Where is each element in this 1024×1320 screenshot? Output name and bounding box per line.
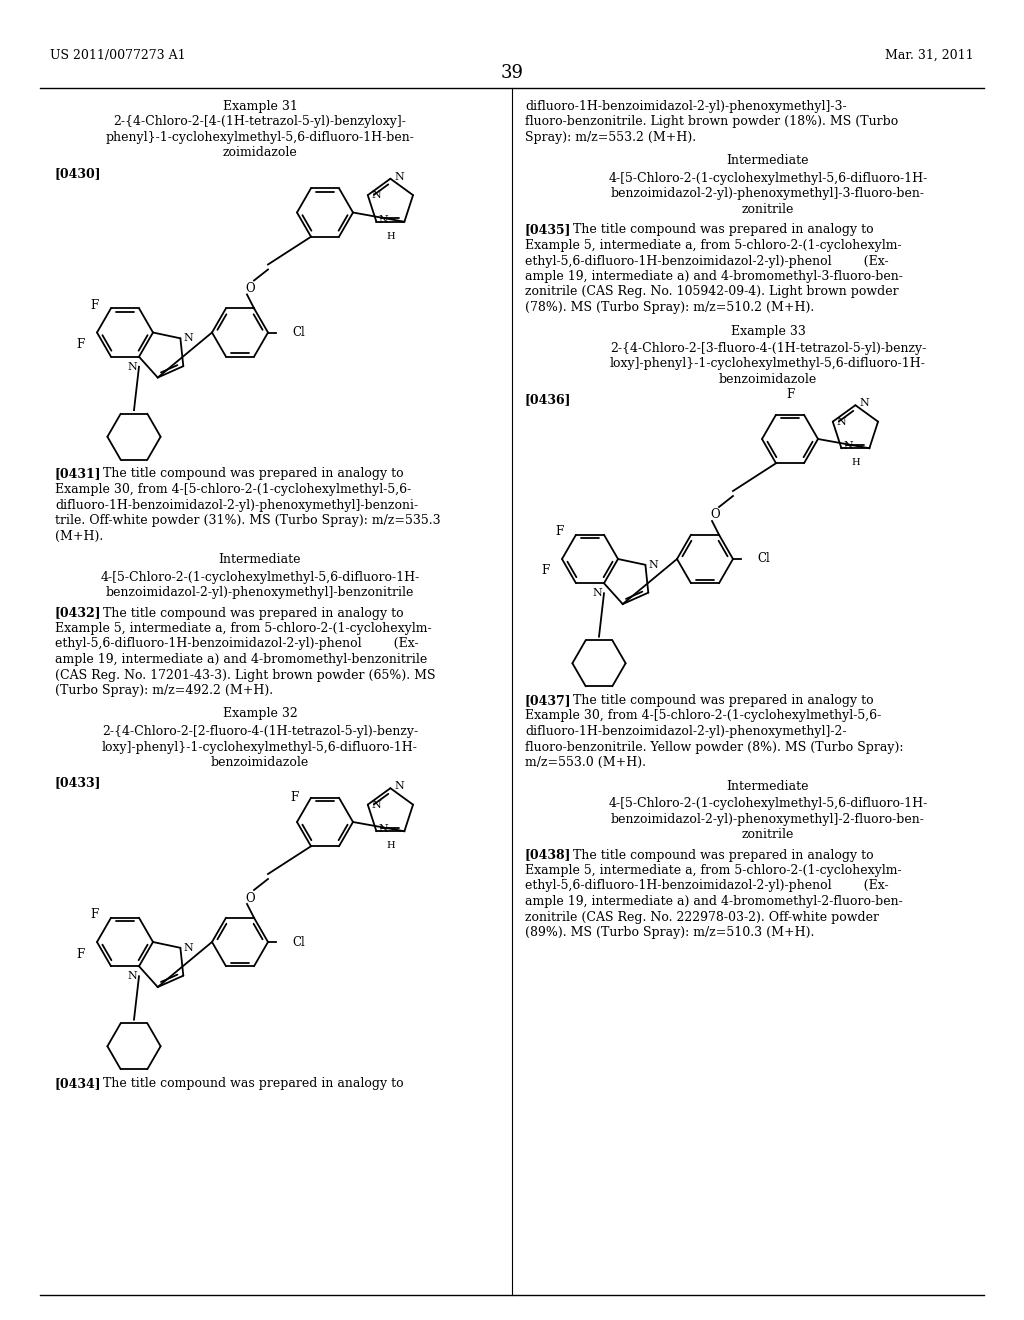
Text: Mar. 31, 2011: Mar. 31, 2011 xyxy=(886,49,974,62)
Text: N: N xyxy=(592,589,602,598)
Text: 2-{4-Chloro-2-[2-fluoro-4-(1H-tetrazol-5-yl)-benzy-: 2-{4-Chloro-2-[2-fluoro-4-(1H-tetrazol-5… xyxy=(102,725,418,738)
Text: Cl: Cl xyxy=(292,936,305,949)
Text: fluoro-benzonitrile. Yellow powder (8%). MS (Turbo Spray):: fluoro-benzonitrile. Yellow powder (8%).… xyxy=(525,741,903,754)
Text: [0433]: [0433] xyxy=(55,776,101,789)
Text: difluoro-1H-benzoimidazol-2-yl)-phenoxymethyl]-2-: difluoro-1H-benzoimidazol-2-yl)-phenoxym… xyxy=(525,725,847,738)
Text: (CAS Reg. No. 17201-43-3). Light brown powder (65%). MS: (CAS Reg. No. 17201-43-3). Light brown p… xyxy=(55,668,435,681)
Text: zonitrile: zonitrile xyxy=(741,203,795,216)
Text: Cl: Cl xyxy=(757,553,770,565)
Text: Example 5, intermediate a, from 5-chloro-2-(1-cyclohexylm-: Example 5, intermediate a, from 5-chloro… xyxy=(525,239,901,252)
Text: Intermediate: Intermediate xyxy=(727,154,809,168)
Text: ample 19, intermediate a) and 4-bromomethyl-3-fluoro-ben-: ample 19, intermediate a) and 4-bromomet… xyxy=(525,271,903,282)
Text: F: F xyxy=(77,948,85,961)
Text: F: F xyxy=(542,565,550,578)
Text: N: N xyxy=(379,215,388,224)
Text: Example 31: Example 31 xyxy=(222,100,297,114)
Text: The title compound was prepared in analogy to: The title compound was prepared in analo… xyxy=(103,606,403,619)
Text: [0435]: [0435] xyxy=(525,223,571,236)
Text: ethyl-5,6-difluoro-1H-benzoimidazol-2-yl)-phenol        (Ex-: ethyl-5,6-difluoro-1H-benzoimidazol-2-yl… xyxy=(525,879,889,892)
Text: 2-{4-Chloro-2-[4-(1H-tetrazol-5-yl)-benzyloxy]-: 2-{4-Chloro-2-[4-(1H-tetrazol-5-yl)-benz… xyxy=(114,116,407,128)
Text: O: O xyxy=(245,891,255,904)
Text: (78%). MS (Turbo Spray): m/z=510.2 (M+H).: (78%). MS (Turbo Spray): m/z=510.2 (M+H)… xyxy=(525,301,814,314)
Text: N: N xyxy=(844,441,853,451)
Text: (Turbo Spray): m/z=492.2 (M+H).: (Turbo Spray): m/z=492.2 (M+H). xyxy=(55,684,273,697)
Text: F: F xyxy=(291,791,299,804)
Text: difluoro-1H-benzoimidazol-2-yl)-phenoxymethyl]-benzoni-: difluoro-1H-benzoimidazol-2-yl)-phenoxym… xyxy=(55,499,418,511)
Text: [0432]: [0432] xyxy=(55,606,101,619)
Text: loxy]-phenyl}-1-cyclohexylmethyl-5,6-difluoro-1H-: loxy]-phenyl}-1-cyclohexylmethyl-5,6-dif… xyxy=(610,358,926,371)
Text: ample 19, intermediate a) and 4-bromomethyl-2-fluoro-ben-: ample 19, intermediate a) and 4-bromomet… xyxy=(525,895,903,908)
Text: The title compound was prepared in analogy to: The title compound was prepared in analo… xyxy=(573,849,873,862)
Text: The title compound was prepared in analogy to: The title compound was prepared in analo… xyxy=(103,1077,403,1090)
Text: N: N xyxy=(183,334,194,343)
Text: zonitrile (CAS Reg. No. 105942-09-4). Light brown powder: zonitrile (CAS Reg. No. 105942-09-4). Li… xyxy=(525,285,899,298)
Text: benzoimidazole: benzoimidazole xyxy=(719,374,817,385)
Text: phenyl}-1-cyclohexylmethyl-5,6-difluoro-1H-ben-: phenyl}-1-cyclohexylmethyl-5,6-difluoro-… xyxy=(105,131,415,144)
Text: H: H xyxy=(851,458,860,467)
Text: m/z=553.0 (M+H).: m/z=553.0 (M+H). xyxy=(525,756,646,770)
Text: The title compound was prepared in analogy to: The title compound was prepared in analo… xyxy=(573,694,873,708)
Text: H: H xyxy=(386,841,395,850)
Text: (89%). MS (Turbo Spray): m/z=510.3 (M+H).: (89%). MS (Turbo Spray): m/z=510.3 (M+H)… xyxy=(525,927,814,939)
Text: N: N xyxy=(379,824,388,834)
Text: F: F xyxy=(91,298,99,312)
Text: H: H xyxy=(386,232,395,240)
Text: US 2011/0077273 A1: US 2011/0077273 A1 xyxy=(50,49,185,62)
Text: zoimidazole: zoimidazole xyxy=(222,147,297,160)
Text: F: F xyxy=(77,338,85,351)
Text: [0431]: [0431] xyxy=(55,467,101,480)
Text: ethyl-5,6-difluoro-1H-benzoimidazol-2-yl)-phenol        (Ex-: ethyl-5,6-difluoro-1H-benzoimidazol-2-yl… xyxy=(525,255,889,268)
Text: Example 33: Example 33 xyxy=(730,325,806,338)
Text: benzoimidazol-2-yl)-phenoxymethyl]-3-fluoro-ben-: benzoimidazol-2-yl)-phenoxymethyl]-3-flu… xyxy=(611,187,925,201)
Text: The title compound was prepared in analogy to: The title compound was prepared in analo… xyxy=(573,223,873,236)
Text: O: O xyxy=(245,282,255,294)
Text: difluoro-1H-benzoimidazol-2-yl)-phenoxymethyl]-3-: difluoro-1H-benzoimidazol-2-yl)-phenoxym… xyxy=(525,100,847,114)
Text: [0436]: [0436] xyxy=(525,393,571,407)
Text: Example 5, intermediate a, from 5-chloro-2-(1-cyclohexylm-: Example 5, intermediate a, from 5-chloro… xyxy=(55,622,432,635)
Text: 4-[5-Chloro-2-(1-cyclohexylmethyl-5,6-difluoro-1H-: 4-[5-Chloro-2-(1-cyclohexylmethyl-5,6-di… xyxy=(100,570,420,583)
Text: Intermediate: Intermediate xyxy=(727,780,809,792)
Text: N: N xyxy=(648,560,658,570)
Text: N: N xyxy=(859,399,869,408)
Text: [0437]: [0437] xyxy=(525,694,571,708)
Text: The title compound was prepared in analogy to: The title compound was prepared in analo… xyxy=(103,467,403,480)
Text: ethyl-5,6-difluoro-1H-benzoimidazol-2-yl)-phenol        (Ex-: ethyl-5,6-difluoro-1H-benzoimidazol-2-yl… xyxy=(55,638,419,651)
Text: zonitrile: zonitrile xyxy=(741,828,795,841)
Text: Example 30, from 4-[5-chloro-2-(1-cyclohexylmethyl-5,6-: Example 30, from 4-[5-chloro-2-(1-cycloh… xyxy=(525,710,882,722)
Text: Cl: Cl xyxy=(292,326,305,339)
Text: N: N xyxy=(394,781,404,791)
Text: [0438]: [0438] xyxy=(525,849,571,862)
Text: benzoimidazole: benzoimidazole xyxy=(211,756,309,770)
Text: N: N xyxy=(127,362,137,372)
Text: N: N xyxy=(837,417,847,426)
Text: Example 32: Example 32 xyxy=(222,708,297,721)
Text: [0434]: [0434] xyxy=(55,1077,101,1090)
Text: Example 30, from 4-[5-chloro-2-(1-cyclohexylmethyl-5,6-: Example 30, from 4-[5-chloro-2-(1-cycloh… xyxy=(55,483,412,496)
Text: ample 19, intermediate a) and 4-bromomethyl-benzonitrile: ample 19, intermediate a) and 4-bromomet… xyxy=(55,653,427,667)
Text: zonitrile (CAS Reg. No. 222978-03-2). Off-white powder: zonitrile (CAS Reg. No. 222978-03-2). Of… xyxy=(525,911,879,924)
Text: Spray): m/z=553.2 (M+H).: Spray): m/z=553.2 (M+H). xyxy=(525,131,696,144)
Text: N: N xyxy=(127,972,137,981)
Text: N: N xyxy=(372,800,382,809)
Text: benzoimidazol-2-yl)-phenoxymethyl]-2-fluoro-ben-: benzoimidazol-2-yl)-phenoxymethyl]-2-flu… xyxy=(611,813,925,825)
Text: N: N xyxy=(394,172,404,182)
Text: F: F xyxy=(556,525,564,539)
Text: Example 5, intermediate a, from 5-chloro-2-(1-cyclohexylm-: Example 5, intermediate a, from 5-chloro… xyxy=(525,865,901,876)
Text: fluoro-benzonitrile. Light brown powder (18%). MS (Turbo: fluoro-benzonitrile. Light brown powder … xyxy=(525,116,898,128)
Text: 39: 39 xyxy=(501,63,523,82)
Text: 4-[5-Chloro-2-(1-cyclohexylmethyl-5,6-difluoro-1H-: 4-[5-Chloro-2-(1-cyclohexylmethyl-5,6-di… xyxy=(608,172,928,185)
Text: N: N xyxy=(372,190,382,201)
Text: 2-{4-Chloro-2-[3-fluoro-4-(1H-tetrazol-5-yl)-benzy-: 2-{4-Chloro-2-[3-fluoro-4-(1H-tetrazol-5… xyxy=(610,342,926,355)
Text: O: O xyxy=(711,508,720,521)
Text: trile. Off-white powder (31%). MS (Turbo Spray): m/z=535.3: trile. Off-white powder (31%). MS (Turbo… xyxy=(55,513,440,527)
Text: [0430]: [0430] xyxy=(55,168,101,180)
Text: N: N xyxy=(183,942,194,953)
Text: benzoimidazol-2-yl)-phenoxymethyl]-benzonitrile: benzoimidazol-2-yl)-phenoxymethyl]-benzo… xyxy=(105,586,414,599)
Text: F: F xyxy=(91,908,99,921)
Text: loxy]-phenyl}-1-cyclohexylmethyl-5,6-difluoro-1H-: loxy]-phenyl}-1-cyclohexylmethyl-5,6-dif… xyxy=(102,741,418,754)
Text: F: F xyxy=(785,388,795,401)
Text: 4-[5-Chloro-2-(1-cyclohexylmethyl-5,6-difluoro-1H-: 4-[5-Chloro-2-(1-cyclohexylmethyl-5,6-di… xyxy=(608,797,928,810)
Text: Intermediate: Intermediate xyxy=(219,553,301,566)
Text: (M+H).: (M+H). xyxy=(55,529,103,543)
